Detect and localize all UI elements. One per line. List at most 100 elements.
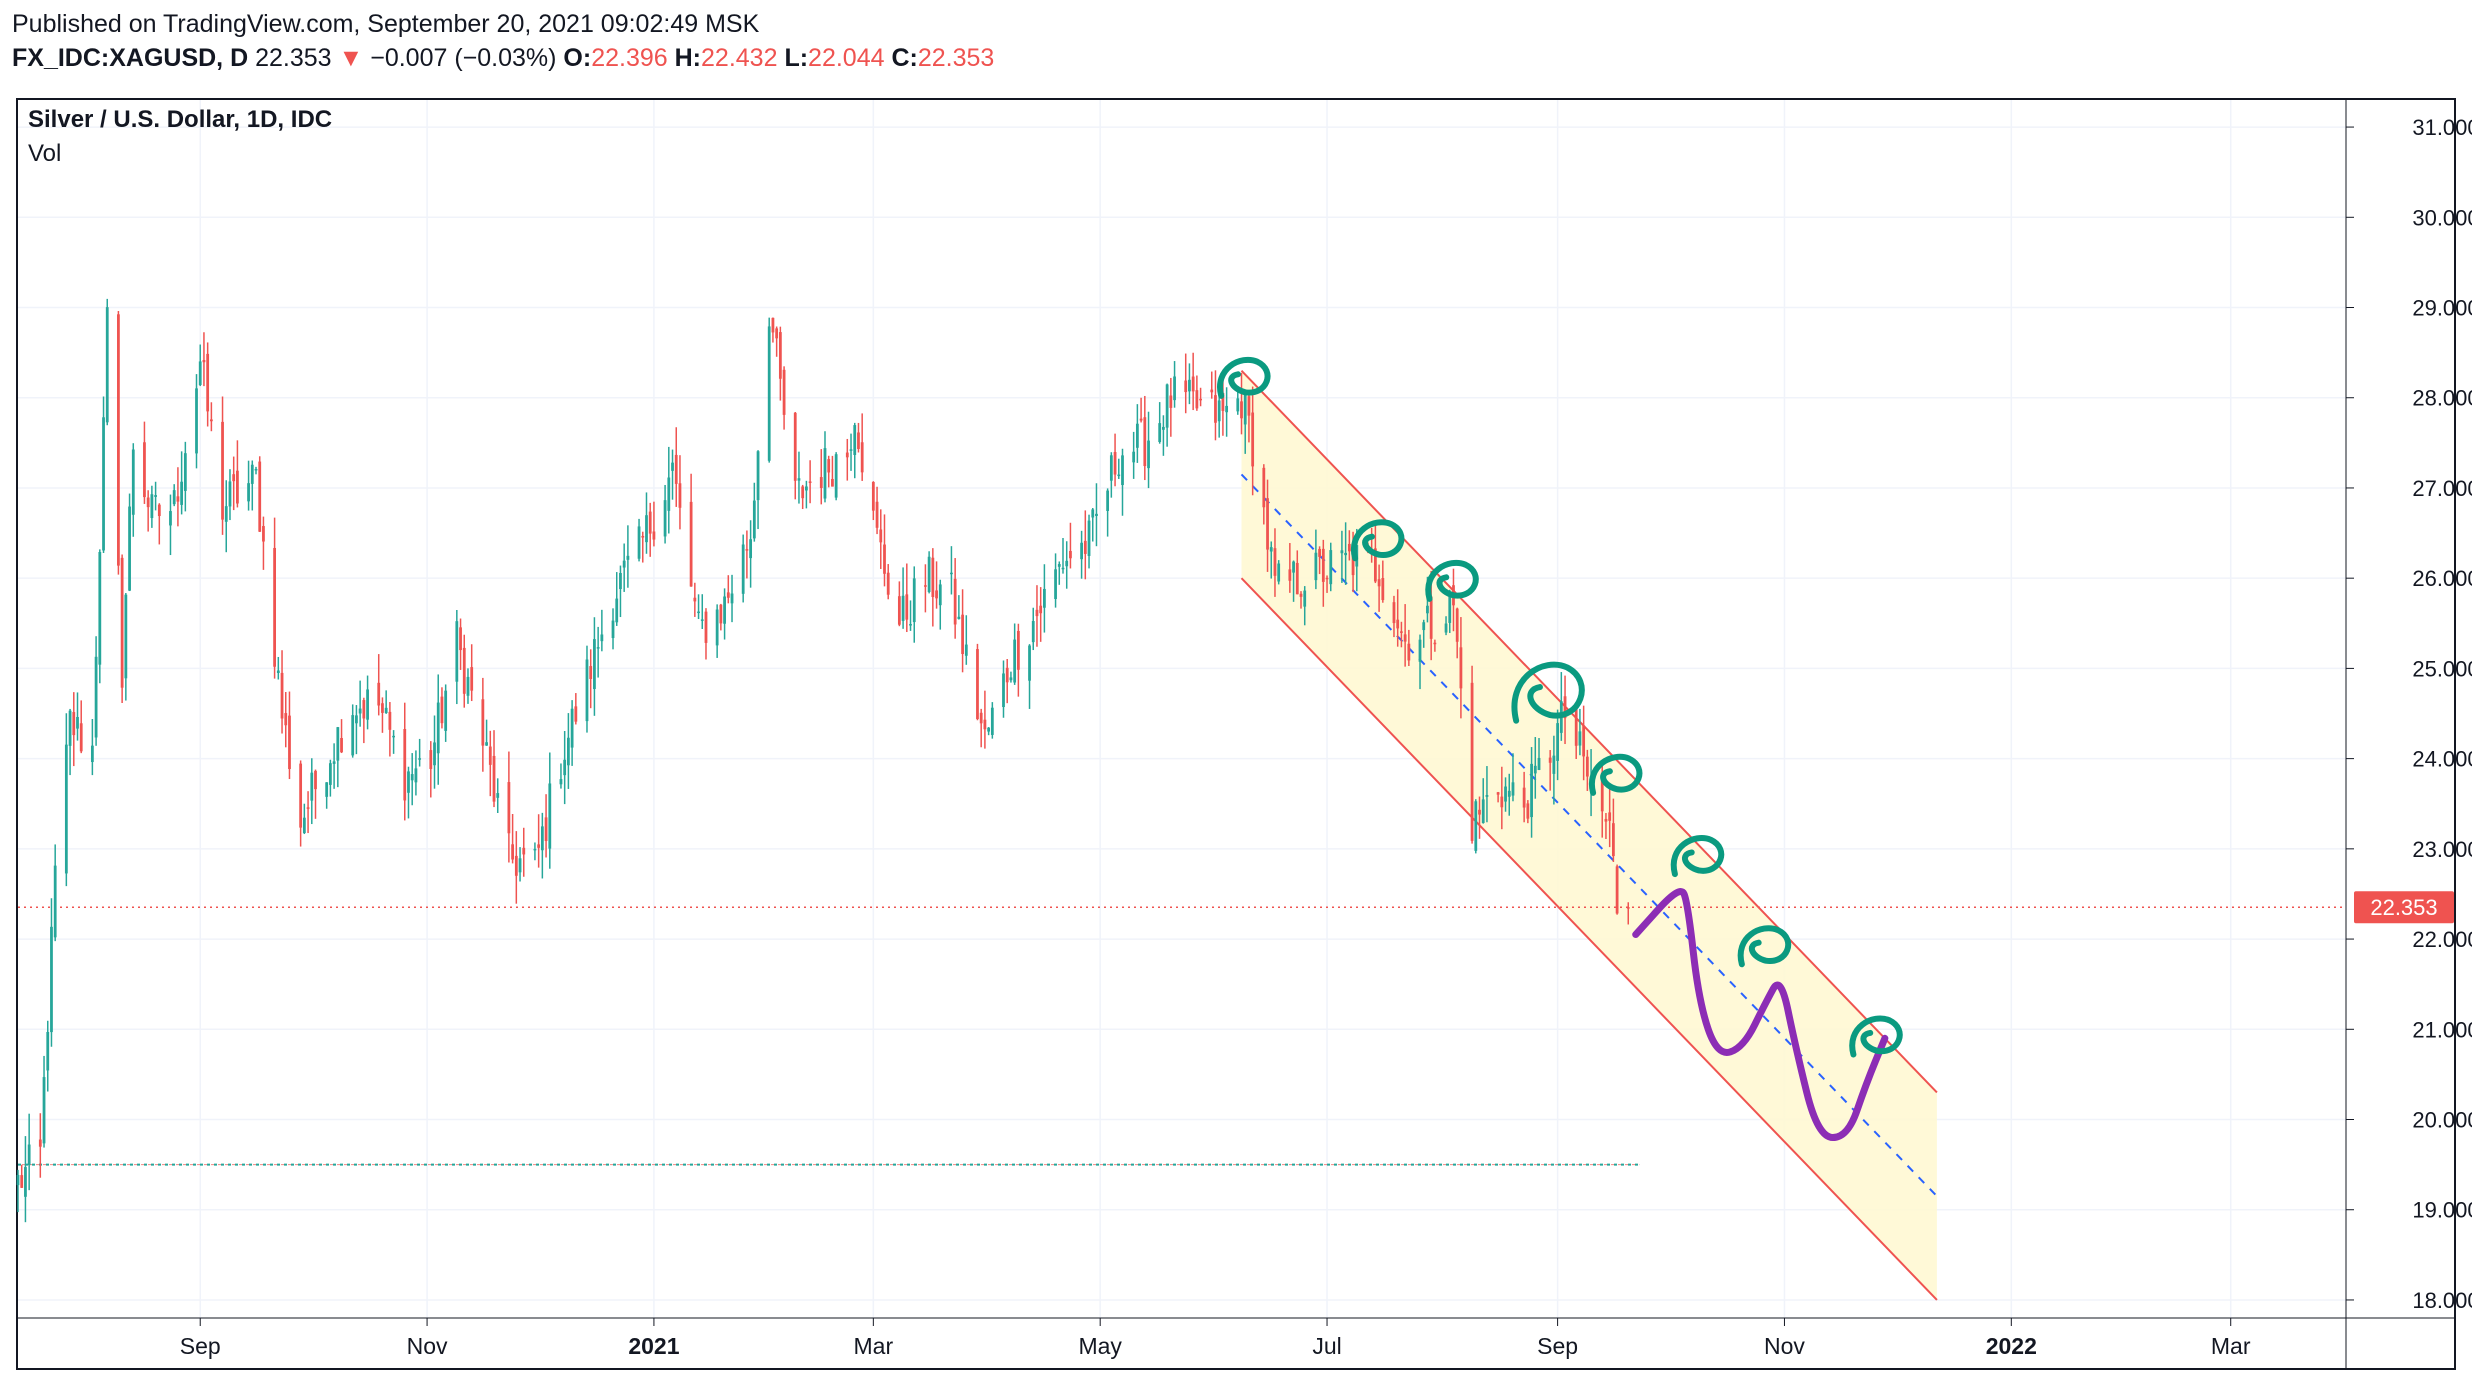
chart-frame[interactable] bbox=[16, 98, 2456, 1370]
candle bbox=[444, 684, 448, 742]
candle-body bbox=[689, 501, 693, 587]
candle bbox=[1329, 542, 1333, 592]
candle-body bbox=[72, 712, 76, 736]
candle bbox=[723, 588, 726, 640]
candle bbox=[117, 310, 120, 575]
candle bbox=[689, 473, 693, 587]
candle-body bbox=[143, 442, 146, 498]
candle bbox=[1485, 766, 1489, 823]
candle bbox=[76, 692, 79, 741]
candle-body bbox=[1080, 542, 1083, 560]
candle-body bbox=[492, 755, 496, 802]
candle-body bbox=[459, 627, 462, 651]
candle bbox=[143, 421, 146, 504]
candle-body bbox=[1210, 389, 1214, 393]
candle-body bbox=[1173, 376, 1176, 401]
candle-body bbox=[1240, 401, 1243, 419]
candle bbox=[726, 575, 730, 604]
candle-body bbox=[671, 462, 674, 471]
candle-body bbox=[1377, 579, 1381, 587]
candle-body bbox=[1459, 647, 1463, 689]
candle bbox=[1321, 539, 1325, 607]
candle bbox=[1433, 639, 1437, 652]
legend-title: Silver / U.S. Dollar, 1D, IDC bbox=[28, 106, 333, 133]
candle-body bbox=[302, 817, 306, 834]
candle-body bbox=[697, 611, 700, 614]
candle-body bbox=[693, 597, 697, 602]
candle-body bbox=[79, 723, 83, 752]
candle bbox=[98, 549, 102, 684]
candle-body bbox=[183, 453, 187, 491]
candle-body bbox=[775, 328, 779, 339]
candle-body bbox=[1522, 787, 1526, 808]
close-value: 22.353 bbox=[917, 44, 995, 72]
candle-body bbox=[611, 620, 615, 639]
candle-body bbox=[663, 500, 667, 537]
price-tick-label: 24.000 bbox=[2412, 747, 2472, 772]
candle-body bbox=[1043, 588, 1046, 608]
candle bbox=[645, 492, 648, 554]
candle-body bbox=[983, 719, 987, 730]
chart-header: Published on TradingView.com, September … bbox=[0, 0, 2472, 100]
candle bbox=[172, 484, 176, 507]
candle-body bbox=[1496, 792, 1500, 795]
candle bbox=[1604, 813, 1608, 840]
candle bbox=[979, 708, 983, 748]
candle bbox=[1533, 737, 1537, 799]
candle-body bbox=[1031, 621, 1035, 643]
candle bbox=[883, 514, 886, 587]
candle-body bbox=[897, 596, 901, 625]
candle-body bbox=[845, 452, 849, 458]
teal-loop-mark bbox=[1670, 835, 1725, 878]
candle bbox=[1530, 747, 1533, 838]
candle-body bbox=[1407, 643, 1411, 661]
candle-body bbox=[1292, 561, 1295, 573]
candle-body bbox=[224, 506, 228, 522]
candle bbox=[280, 650, 284, 734]
candle-body bbox=[905, 594, 909, 620]
price-tick-label: 18.000 bbox=[2412, 1288, 2472, 1313]
candle bbox=[909, 600, 912, 631]
candle-body bbox=[622, 560, 626, 568]
candle-body bbox=[793, 412, 797, 481]
candle bbox=[485, 719, 488, 746]
candle-body bbox=[1615, 866, 1619, 914]
candle bbox=[1117, 458, 1121, 479]
candle-body bbox=[284, 713, 288, 726]
candle bbox=[1199, 387, 1202, 407]
candle-body bbox=[782, 369, 786, 415]
candle bbox=[455, 609, 459, 705]
candle bbox=[169, 494, 172, 556]
candle bbox=[1556, 709, 1559, 781]
time-tick-label: Jul bbox=[1312, 1333, 1341, 1359]
candle bbox=[38, 1113, 42, 1178]
candle bbox=[596, 626, 600, 678]
candle-body bbox=[979, 712, 983, 724]
candle-body bbox=[1611, 823, 1615, 857]
candle bbox=[1184, 353, 1188, 414]
candle-body bbox=[522, 847, 526, 855]
candle-body bbox=[1381, 578, 1385, 601]
candle bbox=[574, 693, 578, 725]
candle bbox=[306, 791, 310, 834]
candle bbox=[563, 731, 567, 805]
candle-body bbox=[827, 459, 831, 473]
candle-body bbox=[1188, 379, 1191, 392]
candle-body bbox=[1091, 509, 1095, 518]
candle-body bbox=[1474, 801, 1478, 851]
candle-body bbox=[626, 555, 630, 560]
candle-body bbox=[570, 708, 574, 748]
candle-body bbox=[273, 547, 276, 667]
candle-body bbox=[1054, 569, 1057, 600]
candle bbox=[228, 469, 232, 521]
candle bbox=[1135, 404, 1139, 463]
candle-body bbox=[485, 742, 488, 746]
last-price-badge: 22.353 bbox=[2354, 891, 2454, 924]
candle-body bbox=[1225, 405, 1229, 413]
candle-body bbox=[563, 759, 567, 776]
legend-volume: Vol bbox=[28, 140, 62, 167]
candle-body bbox=[533, 848, 537, 851]
candle-body bbox=[254, 468, 258, 471]
candle bbox=[492, 730, 496, 808]
